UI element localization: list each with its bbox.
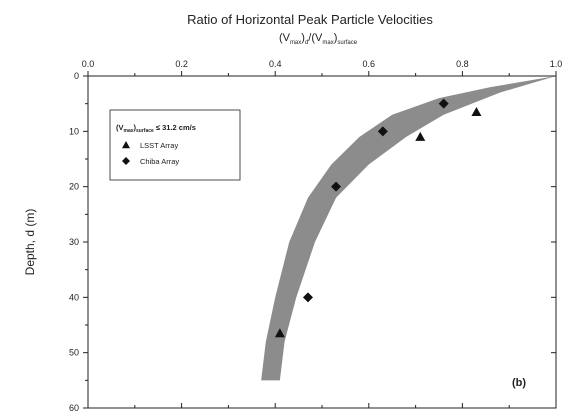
diamond-point bbox=[377, 126, 388, 137]
legend-box bbox=[109, 109, 241, 181]
legend-triangle-icon bbox=[122, 141, 130, 149]
y-tick-label: 50 bbox=[69, 348, 79, 358]
subtitle-sub: d bbox=[305, 40, 308, 46]
subtitle-sub: surface bbox=[337, 40, 357, 46]
diamond-point bbox=[302, 292, 313, 303]
legend-condition-part: ) bbox=[134, 123, 137, 132]
subtitle-sub: max bbox=[290, 40, 301, 46]
legend-condition: (Vmax)surface ≤ 31.2 cm/s bbox=[116, 123, 196, 134]
x-tick-label: 1.0 bbox=[550, 59, 563, 69]
y-tick-label: 30 bbox=[69, 237, 79, 247]
chart-subtitle: (Vmax)d/(Vmax)surface bbox=[279, 32, 358, 46]
x-tick-label: 0.8 bbox=[456, 59, 469, 69]
legend-condition-sub: max bbox=[124, 128, 134, 134]
subtitle-part: (V bbox=[279, 32, 291, 44]
y-tick-label: 10 bbox=[69, 126, 79, 136]
legend-condition-part: (V bbox=[116, 123, 124, 132]
y-tick-label: 60 bbox=[69, 403, 79, 413]
y-axis-label: Depth, d (m) bbox=[23, 209, 37, 276]
x-tick-label: 0.4 bbox=[269, 59, 282, 69]
diamond-point bbox=[438, 98, 449, 109]
legend-label: LSST Array bbox=[140, 141, 178, 150]
legend-label: Chiba Array bbox=[140, 157, 179, 166]
subtitle-sub: max bbox=[322, 40, 333, 46]
shaded-band bbox=[261, 76, 556, 381]
subtitle-part: ) bbox=[334, 32, 338, 44]
y-tick-label: 20 bbox=[69, 182, 79, 192]
triangle-point bbox=[274, 328, 285, 338]
y-tick-label: 0 bbox=[74, 71, 79, 81]
panel-label: (b) bbox=[512, 377, 526, 389]
diamond-point bbox=[331, 181, 342, 192]
subtitle-part: ) bbox=[301, 32, 305, 44]
chart-title: Ratio of Horizontal Peak Particle Veloci… bbox=[187, 12, 433, 27]
legend-condition-part: ≤ 31.2 cm/s bbox=[154, 123, 196, 132]
triangle-point bbox=[471, 106, 482, 116]
x-tick-label: 0.2 bbox=[175, 59, 188, 69]
legend-condition-sub: surface bbox=[136, 128, 154, 134]
legend: (Vmax)surface ≤ 31.2 cm/s LSST Array Chib… bbox=[109, 109, 241, 181]
subtitle-part: /(V bbox=[308, 32, 323, 44]
x-tick-label: 0.0 bbox=[82, 59, 95, 69]
triangle-point bbox=[415, 131, 426, 141]
legend-diamond-icon bbox=[122, 157, 130, 165]
x-tick-label: 0.6 bbox=[363, 59, 376, 69]
y-tick-label: 40 bbox=[69, 292, 79, 302]
